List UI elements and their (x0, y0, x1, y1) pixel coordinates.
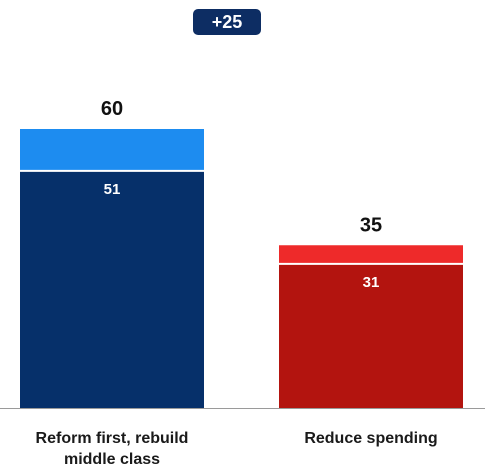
difference-badge: +25 (193, 9, 261, 35)
category-label: Reduce spending (304, 430, 437, 447)
bar-base-segment (279, 263, 463, 408)
bar-total-label: 35 (360, 214, 382, 236)
bar-top-segment (279, 245, 463, 264)
bar-base-value-label: 31 (363, 274, 380, 291)
bar-total-label: 60 (101, 98, 123, 120)
category-label: Reform first, rebuild (36, 430, 189, 447)
bar-base-value-label: 51 (104, 181, 121, 198)
category-label: middle class (64, 451, 160, 468)
bar-base-segment (20, 170, 204, 408)
bar-top-segment (20, 129, 204, 171)
